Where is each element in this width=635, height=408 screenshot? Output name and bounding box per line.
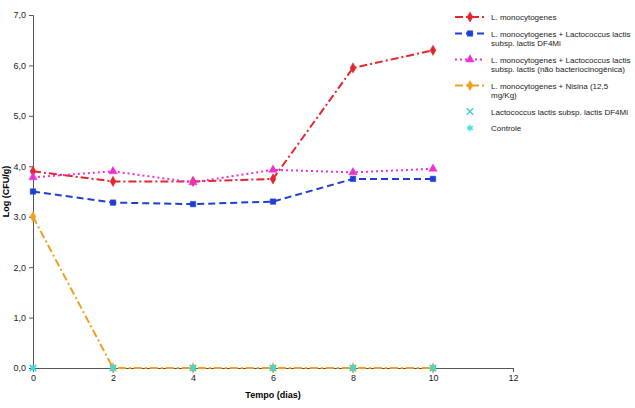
data-point <box>30 189 35 194</box>
x-tick-label: 2 <box>111 373 116 383</box>
legend-label: L. monocytogenes + Lactococcus lactis su… <box>491 56 633 75</box>
data-point <box>350 176 355 181</box>
y-tick-mark <box>29 318 33 319</box>
legend-marker <box>467 12 473 22</box>
legend-label: Controle <box>491 124 522 133</box>
data-point <box>270 174 276 184</box>
y-tick: 2,0 <box>13 263 33 273</box>
data-point <box>270 363 276 373</box>
y-tick-label: 4,0 <box>13 162 26 172</box>
data-point <box>430 176 435 181</box>
y-tick-mark <box>29 15 33 16</box>
data-point <box>190 201 195 206</box>
data-point <box>269 165 277 172</box>
data-point <box>430 365 436 372</box>
series-line <box>33 50 433 181</box>
data-point <box>430 363 436 373</box>
series <box>29 164 437 185</box>
data-point <box>110 176 116 186</box>
data-point <box>350 365 356 372</box>
data-point <box>110 200 115 205</box>
series-line <box>33 217 433 368</box>
data-point <box>110 365 116 372</box>
x-tick: 12 <box>508 368 518 383</box>
y-axis-title: Log (CFU/g) <box>1 166 11 217</box>
series-line <box>33 169 433 183</box>
legend-entry: L. monocytogenes + Lactococcus lactis su… <box>455 30 633 49</box>
legend-marker <box>466 55 474 62</box>
data-point <box>430 45 436 55</box>
x-tick-label: 6 <box>271 373 276 383</box>
data-point <box>350 365 357 372</box>
data-point <box>190 363 196 373</box>
x-tick-label: 12 <box>508 373 518 383</box>
legend-entry: L. monocytogenes + Nisina (12,5 mg/Kg) <box>455 80 610 100</box>
data-point <box>429 164 437 171</box>
legend-label: L. monocytogenes <box>491 13 556 22</box>
legend-marker <box>467 31 472 36</box>
series <box>30 212 436 373</box>
y-tick-label: 6,0 <box>13 61 26 71</box>
legend-marker <box>467 125 473 132</box>
y-tick-label: 3,0 <box>13 212 26 222</box>
legend-label: Lactococcus lactis subsp. lactis DF4Mi <box>491 108 628 117</box>
data-point <box>110 363 116 373</box>
series <box>30 365 437 372</box>
y-tick: 1,0 <box>13 313 33 323</box>
data-point <box>30 212 36 222</box>
y-tick-mark <box>29 267 33 268</box>
data-point <box>349 168 357 175</box>
x-tick-label: 0 <box>31 373 36 383</box>
data-point <box>29 173 37 180</box>
y-tick-label: 0,0 <box>13 363 26 373</box>
y-tick: 4,0 <box>13 162 33 172</box>
y-tick-label: 2,0 <box>13 263 26 273</box>
data-point <box>190 365 196 372</box>
y-tick: 7,0 <box>13 10 33 20</box>
data-point <box>350 363 356 373</box>
series-line <box>33 179 433 204</box>
y-tick-mark <box>29 116 33 117</box>
y-tick-mark <box>29 65 33 66</box>
legend-marker <box>467 80 473 90</box>
data-point <box>30 365 36 372</box>
x-tick-label: 4 <box>191 373 196 383</box>
legend-label: L. monocytogenes + Nisina (12,5 mg/Kg) <box>491 82 610 101</box>
series <box>30 365 436 372</box>
x-tick-mark <box>513 368 514 372</box>
chart: 0 2 4 6 8 10 12 0,0 1,0 2,0 3,0 4,0 5,0 6,0 7,0 Tempo (… <box>0 0 635 408</box>
y-tick-label: 5,0 <box>13 111 26 121</box>
y-tick-label: 1,0 <box>13 313 26 323</box>
y-tick: 6,0 <box>13 61 33 71</box>
legend-entry: L. monocytogenes <box>455 12 556 22</box>
series <box>30 176 435 207</box>
data-point <box>270 199 275 204</box>
y-tick: 5,0 <box>13 111 33 121</box>
data-point <box>109 167 117 174</box>
legend: L. monocytogenes L. monocytogenes + Lacto… <box>455 12 633 133</box>
data-point <box>430 365 437 372</box>
legend-marker <box>467 108 474 115</box>
legend-entry: Controle <box>467 124 522 133</box>
data-point <box>350 63 356 73</box>
data-point <box>30 365 37 372</box>
data-point <box>110 365 117 372</box>
data-point <box>190 365 197 372</box>
legend-label: L. monocytogenes + Lactococcus lactis su… <box>491 30 633 49</box>
y-tick-label: 7,0 <box>13 10 26 20</box>
legend-entry: Lactococcus lactis subsp. lactis DF4Mi <box>467 108 628 117</box>
x-tick-label: 8 <box>351 373 356 383</box>
series <box>30 45 436 186</box>
legend-entry: L. monocytogenes + Lactococcus lactis su… <box>455 55 633 74</box>
plot-area <box>29 45 437 373</box>
data-point <box>189 178 197 185</box>
data-point <box>270 365 276 372</box>
x-axis-title: Tempo (dias) <box>245 390 300 400</box>
x-tick-label: 10 <box>428 373 438 383</box>
data-point <box>270 365 277 372</box>
